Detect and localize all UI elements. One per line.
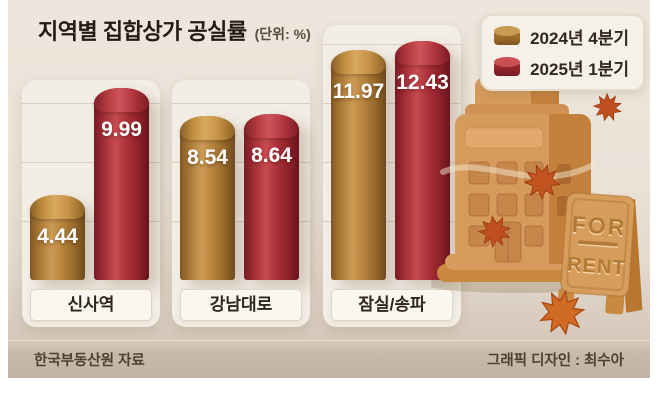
svg-text:RENT: RENT [566, 254, 626, 280]
legend: 2024년 4분기 2025년 1분기 [480, 14, 645, 91]
bar-value: 9.99 [101, 118, 142, 141]
maple-leaf-icon [477, 215, 512, 249]
bar-2025q1-gangnam: 8.64 [244, 114, 299, 280]
chart-title: 지역별 집합상가 공실률 [38, 19, 247, 44]
svg-text:RENT: RENT [566, 255, 626, 281]
for-rent-sign: FOR FOR RENT RENT [557, 192, 643, 315]
brown-cylinder-icon [494, 26, 521, 45]
red-cylinder-icon [494, 57, 521, 76]
bar-2025q1-jamsil: 12.43 [395, 41, 450, 280]
chart-unit-label: (단위: %) [254, 26, 311, 42]
category-label-jamsil: 잠실/송파 [331, 289, 453, 321]
design-credit: 그래픽 디자인 : 최수아 [487, 353, 624, 369]
bar-value: 12.43 [396, 71, 449, 94]
chart-group-sinsa: 4.44 9.99 신사역 [22, 80, 160, 327]
legend-item-2025q1: 2025년 1분기 [494, 55, 629, 80]
bar-2024q4-sinsa: 4.44 [30, 195, 85, 280]
bar-value: 8.54 [187, 146, 228, 169]
bar-value: 11.97 [332, 80, 385, 103]
footer-bar: 한국부동산원 자료 그래픽 디자인 : 최수아 [8, 340, 650, 378]
maple-leaf-icon [592, 92, 622, 122]
category-label-sinsa: 신사역 [30, 289, 152, 321]
source-credit: 한국부동산원 자료 [34, 353, 145, 369]
maple-leaf-icon [539, 289, 586, 336]
legend-label: 2024년 4분기 [530, 29, 629, 48]
bar-2024q4-jamsil: 11.97 [331, 50, 386, 280]
bar-2025q1-sinsa: 9.99 [94, 88, 149, 280]
svg-text:FOR: FOR [571, 212, 627, 242]
page-title: 지역별 집합상가 공실률 (단위: %) [38, 14, 311, 46]
maple-leaf-icon [523, 163, 562, 200]
chart-group-gangnam: 8.54 8.64 강남대로 [172, 80, 310, 327]
chart-group-jamsil: 11.97 12.43 잠실/송파 [323, 25, 461, 327]
legend-label: 2025년 1분기 [530, 60, 629, 79]
infographic-canvas: 지역별 집합상가 공실률 (단위: %) 2024년 4분기 2025년 1분기… [8, 0, 650, 378]
legend-item-2024q4: 2024년 4분기 [494, 24, 629, 49]
bar-value: 4.44 [37, 225, 78, 248]
bar-2024q4-gangnam: 8.54 [180, 116, 235, 280]
category-label-gangnam: 강남대로 [180, 289, 302, 321]
svg-text:FOR: FOR [571, 211, 627, 241]
bar-value: 8.64 [251, 144, 292, 167]
